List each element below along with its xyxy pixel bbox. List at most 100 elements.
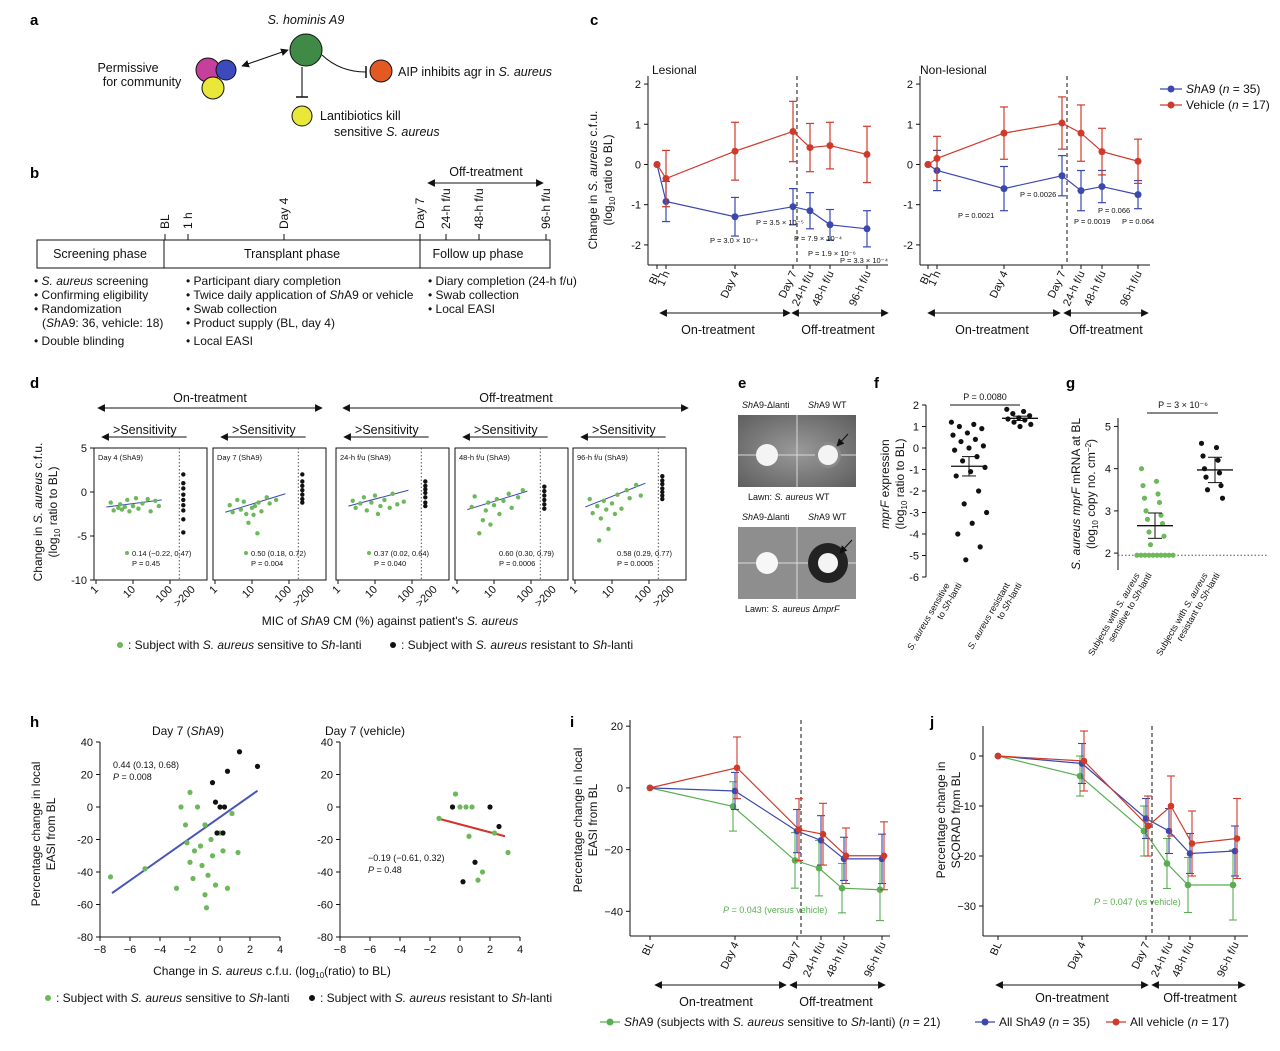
data-point [826, 221, 834, 229]
d-point-sensitive [353, 505, 358, 511]
d-legend-green: : Subject with S. aureus sensitive to Sh… [128, 638, 361, 652]
h-point-sensitive [205, 872, 211, 878]
y-tick-label: 4 [1105, 464, 1111, 476]
x-tick-label: Day 7 [781, 940, 804, 971]
data-point [933, 154, 941, 162]
d-point-resistant [423, 487, 428, 492]
y-tick-label: 0 [970, 751, 976, 763]
panel-label-g: g [1066, 375, 1075, 392]
y-tick-label: 2 [635, 79, 641, 91]
c-off-treatment-l: Off-treatment [801, 323, 875, 337]
g-point [1219, 495, 1226, 501]
h-point-sensitive [190, 875, 196, 882]
data-point [1134, 157, 1142, 165]
x-tick-label: 4 [517, 944, 523, 956]
d-point-resistant [660, 481, 665, 487]
d-point-sensitive [241, 499, 246, 504]
d-point-sensitive [486, 500, 491, 505]
f-point [982, 464, 988, 470]
g-point [1158, 552, 1164, 558]
d-point-sensitive [251, 512, 256, 518]
d-point-resistant [423, 503, 428, 509]
i-pvalue: P = 0.043 (versus vehicle) [723, 905, 827, 915]
h-point-sensitive [491, 830, 498, 836]
panel-label-b: b [30, 165, 39, 182]
e-bot-right: ShA9 WT [808, 512, 847, 522]
d-xlabel: MIC of ShA9 CM (%) against patient's S. … [262, 614, 518, 628]
d-stat-dot [367, 551, 371, 555]
i-legend: ShA9 (subjects with S. aureus sensitive … [624, 1015, 941, 1029]
x-tick-label: >200 [291, 584, 317, 610]
h-point-sensitive [202, 892, 208, 898]
f-point [966, 445, 972, 451]
d-point-sensitive [472, 494, 477, 499]
h-ylabel-1: Percentage change in local [29, 762, 43, 907]
y-tick-label: -4 [909, 529, 919, 541]
data-point [1098, 183, 1106, 191]
data-point [731, 213, 739, 221]
g-point [1150, 552, 1156, 558]
x-tick-label: BL [918, 269, 935, 286]
x-tick-label: 96-h f/u [862, 940, 889, 979]
panel-label-i: i [570, 714, 574, 731]
panel-f-chart: mprF expression (log10 ratio to BL) P = … [878, 392, 1038, 652]
data-point [795, 826, 803, 833]
d-point-sensitive [264, 495, 269, 500]
y-tick-label: -6 [909, 572, 919, 584]
d-point-sensitive [369, 500, 374, 505]
y-tick-label: 40 [81, 737, 93, 749]
f-point [971, 421, 977, 427]
c-off-treatment-r: Off-treatment [1069, 323, 1143, 337]
data-point [819, 830, 827, 838]
transplant-bullet-5: • Local EASI [186, 334, 253, 348]
g-point [1138, 466, 1145, 472]
h-point-sensitive [463, 804, 469, 810]
d-point-sensitive [116, 505, 121, 511]
h-point-sensitive [178, 804, 184, 810]
x-tick-label: Day 7 [1130, 940, 1153, 971]
series-line [649, 787, 882, 860]
c-ylabel-1: Change in S. aureus c.f.u. [586, 111, 600, 250]
timeline-tick-label: 96-h f/u [539, 188, 553, 229]
y-tick-label: 1 [913, 422, 919, 434]
f-point [956, 423, 963, 430]
d-point-sensitive [488, 522, 493, 527]
d-subplot-frame [335, 447, 450, 581]
g-point [1134, 552, 1140, 558]
screen-bullet-4: (ShA9: 36, vehicle: 18) [42, 316, 163, 330]
d-stat-p: P = 0.0006 [499, 559, 535, 568]
c-p-les-2: P = 3.5 × 10⁻⁵ [756, 218, 804, 227]
d-point-sensitive [372, 493, 378, 498]
c-p-non-5: P = 0.064 [1122, 217, 1154, 226]
screen-bullet-1: • S. aureus screening [34, 274, 148, 288]
h-point-resistant [449, 804, 456, 810]
timeline-tick-label: Day 4 [277, 197, 291, 229]
g-point [1154, 552, 1160, 558]
h-point-sensitive [142, 866, 148, 872]
x-tick-label: 10 [121, 584, 138, 601]
d-point-sensitive [587, 496, 592, 502]
y-tick-label: −10 [957, 801, 976, 813]
g-point [1213, 444, 1220, 451]
y-tick-label: -5 [909, 551, 919, 563]
h-point-sensitive [182, 822, 189, 828]
g-point [1142, 552, 1148, 558]
panel-g-chart: S. aureus mprF mRNA at BL (log10 copy no… [1069, 400, 1268, 657]
f-point [958, 438, 964, 445]
d-point-sensitive [596, 538, 602, 543]
y-tick-label: -80 [317, 932, 333, 944]
d-point-sensitive [358, 501, 363, 506]
h-point-sensitive [220, 848, 226, 854]
j-on-treatment: On-treatment [1035, 991, 1109, 1005]
data-point [1233, 835, 1241, 842]
x-tick-label: −8 [94, 944, 107, 956]
d-point-resistant [181, 508, 186, 513]
c-on-treatment-r: On-treatment [955, 323, 1029, 337]
y-tick-label: -1 [903, 200, 913, 212]
g-point [1161, 533, 1167, 539]
x-tick-label: 0 [457, 944, 463, 956]
series-line [997, 755, 1238, 845]
d-point-resistant [181, 472, 186, 477]
